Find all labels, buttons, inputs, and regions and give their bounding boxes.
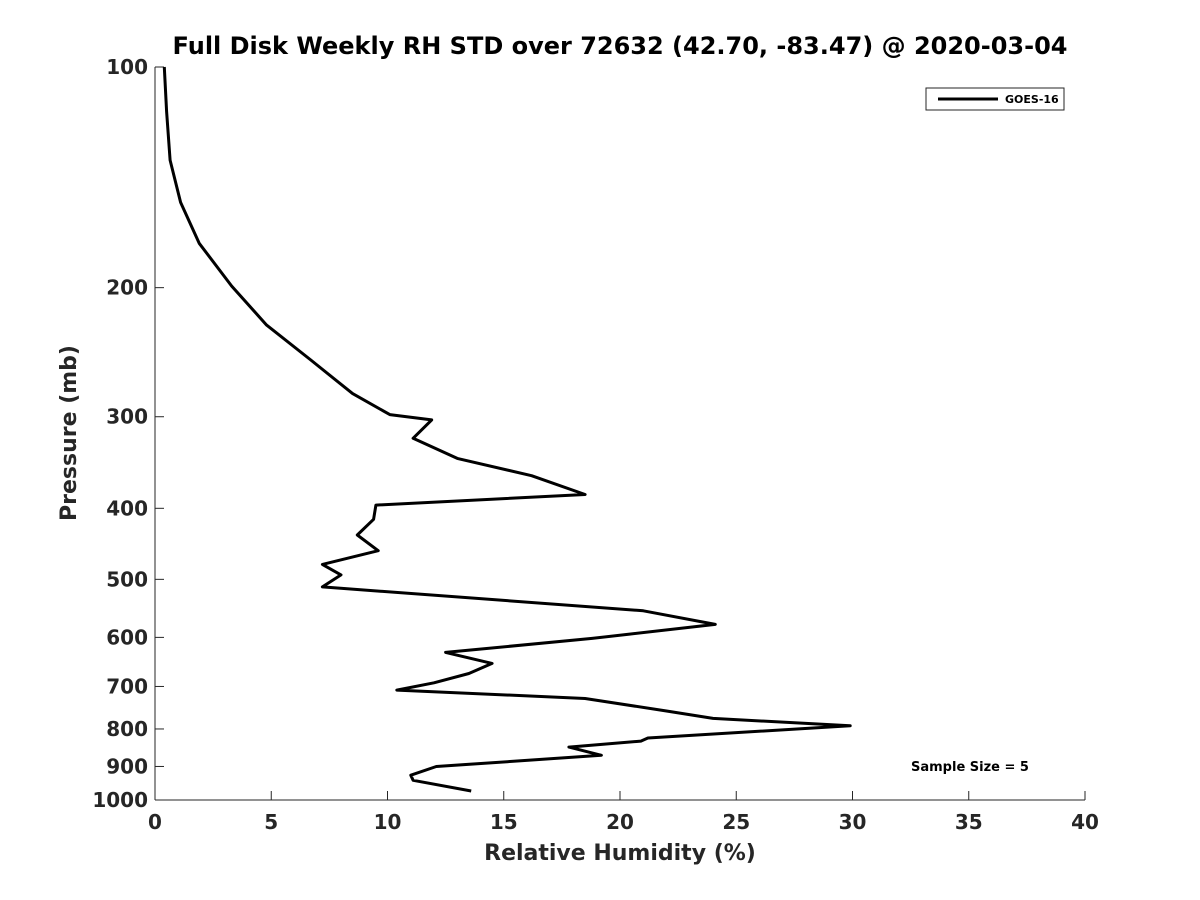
legend: GOES-16: [925, 87, 1065, 111]
y-tick-label: 200: [106, 276, 148, 300]
x-tick-label: 20: [606, 810, 634, 834]
plot-background: [155, 67, 1085, 800]
y-tick-label: 1000: [92, 788, 148, 812]
x-tick-label: 15: [490, 810, 518, 834]
y-axis-label: Pressure (mb): [57, 345, 82, 521]
legend-label-goes-16: GOES-16: [1005, 93, 1059, 106]
x-tick-label: 5: [264, 810, 278, 834]
y-tick-label: 400: [106, 496, 148, 520]
plot-area: [155, 67, 1085, 800]
y-tick-label: 300: [106, 405, 148, 429]
y-tick-label: 800: [106, 717, 148, 741]
chart-title: Full Disk Weekly RH STD over 72632 (42.7…: [173, 32, 1068, 60]
x-axis-label: Relative Humidity (%): [484, 841, 756, 866]
x-tick-label: 25: [722, 810, 750, 834]
axes: 0 5 10 15 20 25 30 35 40 100 200 300 400 500 600 700 800…: [92, 55, 1099, 834]
sample-size-annotation: Sample Size = 5: [911, 760, 1029, 775]
x-tick-label: 10: [374, 810, 402, 834]
x-tick-label: 35: [955, 810, 983, 834]
x-tick-label: 0: [148, 810, 162, 834]
x-tick-label: 40: [1071, 810, 1099, 834]
series-line-goes-16: [162, 66, 852, 793]
y-tick-label: 700: [106, 674, 148, 698]
y-tick-label: 900: [106, 754, 148, 778]
x-tick-label: 30: [839, 810, 867, 834]
y-tick-label: 600: [106, 625, 148, 649]
y-tick-label: 100: [106, 55, 148, 79]
y-tick-label: 500: [106, 567, 148, 591]
series-layer: [162, 66, 852, 793]
